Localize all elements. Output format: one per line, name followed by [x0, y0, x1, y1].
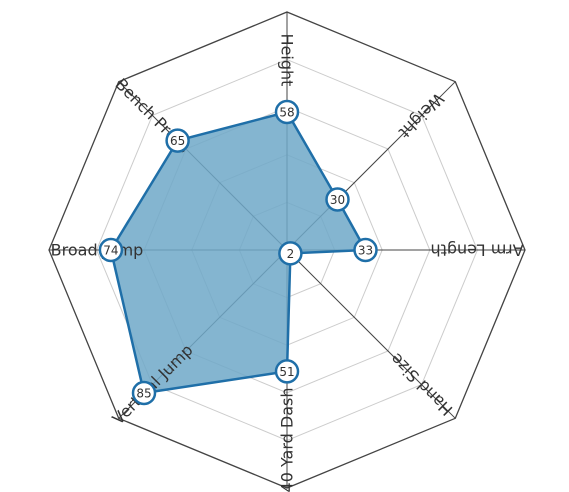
data-label-hand-size: 2	[287, 247, 295, 261]
data-point-broad-jump: 74	[98, 237, 124, 263]
axis-label-40-yard-dash: 40 Yard Dash	[278, 388, 297, 492]
data-polygon	[109, 110, 367, 395]
data-point-marker	[131, 380, 157, 406]
axis-label-height: Height	[278, 34, 297, 87]
data-point-marker	[274, 359, 300, 384]
data-label-height: 58	[279, 106, 294, 120]
data-point-height: 58	[274, 99, 300, 125]
data-label-arm-length: 33	[358, 244, 373, 258]
data-label-40-yard-dash: 51	[279, 365, 294, 379]
data-point-40-yard-dash: 51	[274, 359, 300, 384]
data-label-broad-jump: 74	[103, 244, 118, 258]
data-point-arm-length: 33	[353, 237, 378, 263]
data-point-marker	[98, 237, 124, 263]
axis-label-weight: Weight	[395, 89, 448, 142]
axis-label-hand-size: Hand Size	[386, 349, 456, 419]
data-area	[109, 110, 367, 395]
data-point-marker	[165, 128, 190, 153]
data-label-vertical-jump: 85	[136, 387, 151, 401]
axis-label-broad-jump: Broad Jump	[51, 241, 144, 260]
data-points: 58 30 33 2 51 85 74 65	[98, 99, 378, 406]
data-point-vertical-jump: 85	[131, 380, 157, 406]
data-point-hand-size: 2	[278, 241, 303, 266]
data-point-marker	[278, 241, 303, 266]
axis-label-arm-length: Arm Length	[430, 241, 523, 260]
data-label-bench-press: 65	[170, 134, 185, 148]
data-point-weight: 30	[325, 187, 350, 212]
data-point-bench-press: 65	[165, 128, 190, 153]
data-point-marker	[325, 187, 350, 212]
data-point-marker	[353, 237, 378, 263]
spoke-hand-size	[286, 249, 456, 419]
data-label-weight: 30	[330, 193, 345, 207]
data-point-marker	[274, 99, 300, 125]
